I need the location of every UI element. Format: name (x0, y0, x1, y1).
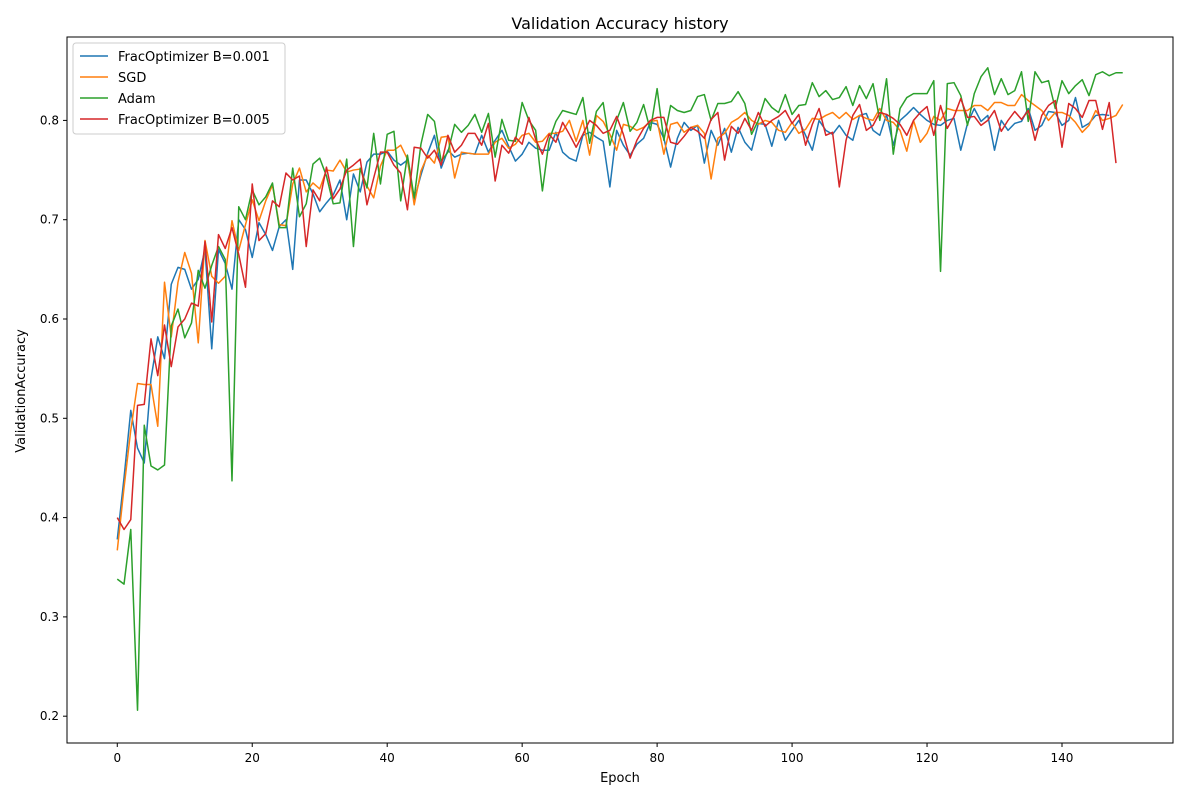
series-line-2 (116, 67, 1123, 711)
legend-label: FracOptimizer B=0.001 (118, 50, 270, 65)
y-tick-label: 0.6 (40, 312, 59, 326)
legend-label: Adam (118, 92, 156, 107)
x-tick-label: 120 (916, 751, 939, 765)
x-tick-label: 40 (380, 751, 395, 765)
series-line-1 (116, 93, 1124, 551)
chart-title: Validation Accuracy history (511, 14, 728, 33)
y-tick-label: 0.3 (40, 610, 59, 624)
series-line-3 (116, 97, 1117, 531)
y-tick-label: 0.2 (40, 709, 59, 723)
legend-box (72, 42, 286, 135)
y-tick-label: 0.5 (40, 411, 59, 425)
x-tick-label: 100 (781, 751, 804, 765)
x-tick-label: 20 (245, 751, 260, 765)
y-tick-label: 0.4 (40, 511, 59, 525)
x-tick-label: 80 (649, 751, 664, 765)
series-lines (116, 67, 1124, 711)
legend-label: SGD (118, 71, 146, 86)
x-tick-label: 140 (1051, 751, 1074, 765)
plot-frame (66, 36, 1174, 744)
x-axis-label: Epoch (600, 771, 640, 786)
legend-label: FracOptimizer B=0.005 (118, 113, 270, 128)
legend: FracOptimizer B=0.001 SGD Adam FracOptimize… (72, 42, 286, 135)
y-tick-label: 0.7 (40, 213, 59, 227)
x-tick-label: 60 (515, 751, 530, 765)
y-axis-ticks: 0.2 0.3 0.4 0.5 0.6 0.7 0.8 (40, 113, 67, 723)
plot-area (66, 36, 1174, 744)
y-tick-label: 0.8 (40, 113, 59, 127)
legend-entries: FracOptimizer B=0.001 SGD Adam FracOptimize… (80, 50, 270, 128)
x-tick-label: 0 (113, 751, 121, 765)
x-axis-ticks: 0 20 40 60 80 100 120 140 (113, 743, 1073, 765)
y-axis-label: ValidationAccuracy (14, 329, 29, 453)
series-line-0 (116, 96, 1110, 540)
